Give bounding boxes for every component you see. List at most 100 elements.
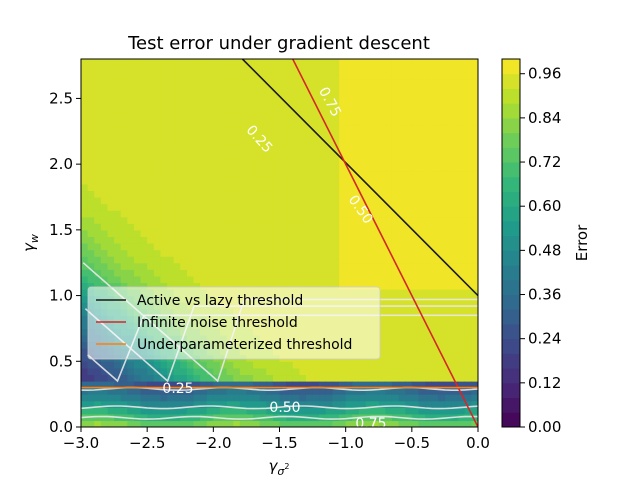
heatmap-cell bbox=[286, 91, 294, 100]
heatmap-cell bbox=[325, 282, 334, 290]
heatmap-cell bbox=[94, 105, 102, 113]
heatmap-cell bbox=[180, 78, 188, 86]
heatmap-cell bbox=[332, 282, 340, 290]
heatmap-cell bbox=[458, 348, 466, 356]
heatmap-cell bbox=[100, 190, 109, 198]
heatmap-cell bbox=[107, 282, 115, 290]
heatmap-cell bbox=[365, 91, 373, 100]
heatmap-cell bbox=[100, 367, 109, 376]
heatmap-cell bbox=[339, 131, 347, 139]
heatmap-cell bbox=[81, 72, 89, 80]
heatmap-cell bbox=[253, 229, 261, 238]
heatmap-cell bbox=[378, 236, 386, 244]
heatmap-cell bbox=[147, 164, 155, 172]
heatmap-cell bbox=[405, 374, 413, 382]
heatmap-cell bbox=[94, 91, 102, 100]
heatmap-cell bbox=[239, 170, 248, 178]
heatmap-cell bbox=[279, 164, 287, 172]
heatmap-cell bbox=[193, 98, 201, 106]
colorbar-band bbox=[502, 338, 520, 354]
heatmap-cell bbox=[186, 203, 195, 211]
heatmap-cell bbox=[325, 98, 334, 106]
heatmap-cell bbox=[107, 236, 115, 244]
heatmap-cell bbox=[339, 124, 347, 132]
heatmap-cell bbox=[206, 256, 214, 264]
heatmap-cell bbox=[173, 183, 181, 192]
y-axis: 0.00.51.01.52.02.5 bbox=[49, 89, 81, 436]
heatmap-cell bbox=[100, 91, 109, 100]
heatmap-cell bbox=[299, 170, 307, 178]
heatmap-cell bbox=[100, 59, 109, 67]
heatmap-cell bbox=[391, 85, 400, 93]
heatmap-cell bbox=[107, 229, 115, 238]
heatmap-cell bbox=[167, 394, 175, 402]
heatmap-cell bbox=[147, 374, 155, 382]
heatmap-cell bbox=[385, 72, 393, 80]
heatmap-cell bbox=[292, 105, 300, 113]
heatmap-cell bbox=[107, 387, 115, 395]
heatmap-cell bbox=[292, 197, 300, 205]
heatmap-cell bbox=[153, 361, 161, 369]
heatmap-cell bbox=[312, 197, 320, 205]
heatmap-cell bbox=[94, 157, 102, 165]
heatmap-cell bbox=[193, 91, 201, 100]
heatmap-cell bbox=[259, 91, 267, 100]
heatmap-cell bbox=[213, 367, 221, 376]
heatmap-cell bbox=[458, 98, 466, 106]
heatmap-cell bbox=[81, 210, 89, 218]
heatmap-cell bbox=[253, 216, 261, 224]
heatmap-cell bbox=[425, 321, 433, 330]
heatmap-cell bbox=[358, 361, 367, 369]
heatmap-cell bbox=[193, 269, 201, 277]
heatmap-cell bbox=[365, 170, 373, 178]
heatmap-cell bbox=[253, 85, 261, 93]
heatmap-cell bbox=[233, 118, 241, 126]
heatmap-cell bbox=[186, 144, 195, 152]
heatmap-cell bbox=[114, 400, 122, 408]
heatmap-cell bbox=[94, 236, 102, 244]
heatmap-cell bbox=[219, 85, 228, 93]
heatmap-cell bbox=[325, 413, 334, 422]
heatmap-cell bbox=[398, 164, 406, 172]
heatmap-cell bbox=[425, 223, 433, 231]
heatmap-cell bbox=[213, 118, 221, 126]
contour-label-lower-075: 0.75 bbox=[355, 416, 386, 432]
heatmap-cell bbox=[173, 420, 181, 427]
heatmap-cell bbox=[319, 85, 327, 93]
heatmap-cell bbox=[186, 78, 195, 86]
heatmap-cell bbox=[458, 105, 466, 113]
heatmap-cell bbox=[259, 98, 267, 106]
heatmap-cell bbox=[200, 203, 208, 211]
heatmap-cell bbox=[133, 91, 142, 100]
heatmap-cell bbox=[253, 157, 261, 165]
heatmap-cell bbox=[425, 282, 433, 290]
heatmap-cell bbox=[133, 124, 142, 132]
heatmap-cell bbox=[325, 59, 334, 67]
heatmap-cell bbox=[100, 118, 109, 126]
heatmap-cell bbox=[345, 407, 353, 415]
heatmap-cell bbox=[272, 190, 281, 198]
heatmap-cell bbox=[94, 394, 102, 402]
heatmap-cell bbox=[332, 210, 340, 218]
heatmap-cell bbox=[411, 361, 420, 369]
heatmap-cell bbox=[193, 282, 201, 290]
heatmap-cell bbox=[140, 118, 148, 126]
heatmap-cell bbox=[153, 262, 161, 270]
colorbar-tick-label: 0.84 bbox=[528, 109, 561, 127]
heatmap-cell bbox=[325, 249, 334, 257]
heatmap-cell bbox=[345, 85, 353, 93]
heatmap-cell bbox=[458, 387, 466, 395]
heatmap-cell bbox=[444, 256, 453, 264]
heatmap-cell bbox=[186, 118, 195, 126]
heatmap-cell bbox=[246, 85, 254, 93]
heatmap-cell bbox=[213, 210, 221, 218]
heatmap-cell bbox=[438, 413, 446, 422]
heatmap-cell bbox=[345, 367, 353, 376]
heatmap-cell bbox=[153, 111, 161, 119]
heatmap-cell bbox=[319, 210, 327, 218]
heatmap-cell bbox=[239, 361, 248, 369]
heatmap-cell bbox=[153, 105, 161, 113]
heatmap-cell bbox=[226, 183, 234, 192]
heatmap-cell bbox=[378, 420, 386, 427]
heatmap-cell bbox=[325, 210, 334, 218]
